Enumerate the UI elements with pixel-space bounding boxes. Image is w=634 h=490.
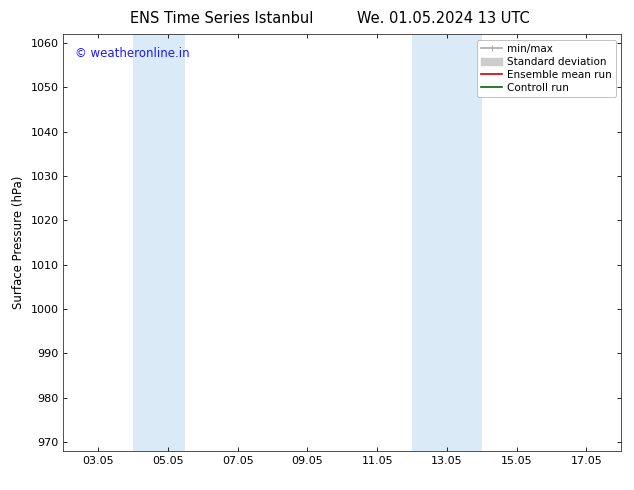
Y-axis label: Surface Pressure (hPa): Surface Pressure (hPa): [12, 176, 25, 309]
Text: © weatheronline.in: © weatheronline.in: [75, 47, 189, 60]
Text: ENS Time Series Istanbul: ENS Time Series Istanbul: [130, 11, 314, 26]
Bar: [133, 34, 185, 451]
Bar: [412, 34, 482, 451]
Text: We. 01.05.2024 13 UTC: We. 01.05.2024 13 UTC: [358, 11, 530, 26]
Legend: min/max, Standard deviation, Ensemble mean run, Controll run: min/max, Standard deviation, Ensemble me…: [477, 40, 616, 97]
